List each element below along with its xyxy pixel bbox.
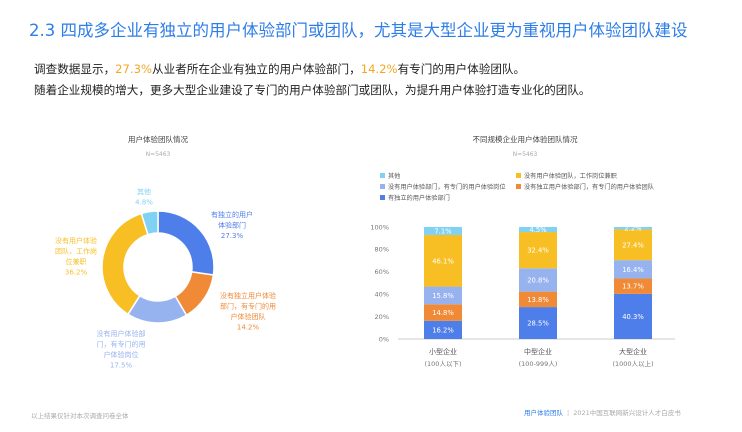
slice-value-label: 36.2% [65, 269, 88, 277]
slice-label: 体验部门 [218, 221, 246, 230]
legend-other: 其他 [388, 172, 400, 180]
bar-segment-independent-dept [519, 307, 557, 339]
y-tick-label: 100% [370, 223, 389, 231]
y-tick-label: 40% [375, 291, 389, 299]
legend-swatch [516, 173, 521, 178]
slice-label: 团队，工作岗 [55, 247, 97, 256]
page-title: 2.3 四成多企业有独立的用户体验部门或团队，尤其是大型企业更为重视用户体验团队… [29, 21, 688, 40]
y-tick-label: 0% [379, 335, 389, 343]
legend-swatch [380, 173, 385, 178]
bar-value-label: 20.8% [527, 276, 549, 284]
slice-label: 门，有专门的用 [97, 340, 146, 349]
bar-value-label: 16.2% [432, 326, 454, 334]
x-tick-label: 大型企业 [619, 347, 647, 356]
chart-subtitle: N=5463 [513, 151, 538, 158]
slice-independent-dept [157, 210, 215, 276]
bar-segment-dedicated-role [614, 260, 652, 279]
chart-subtitle: N=5463 [146, 151, 171, 158]
x-tick-sublabel: (100人以下) [425, 360, 462, 368]
bar-segment-other [614, 227, 652, 230]
legend-dedicated-team: 没有独立用户体验部门，有专门的用户体验团队 [524, 183, 655, 191]
bar-value-label: 28.5% [527, 320, 549, 328]
bar-value-label: 15.8% [432, 292, 454, 300]
slice-label: 部门，有专门的用 [220, 302, 276, 311]
x-tick-sublabel: (1000人以上) [612, 359, 653, 368]
bar-segment-dedicated-team [614, 278, 652, 294]
bar-segment-dedicated-team [424, 304, 462, 321]
y-tick-label: 80% [375, 246, 389, 254]
bar-value-label: 46.1% [432, 257, 454, 265]
legend-swatch [380, 195, 385, 200]
intro-line-1: 调查数据显示，27.3%从业者所在企业有独立的用户体验部门，14.2%有专门的用… [34, 61, 525, 77]
bar-segment-part-time [424, 234, 462, 287]
footer-note: 以上结果仅针对本次调查问卷全体 [31, 412, 129, 420]
slice-label: 户体验岗位 [104, 350, 139, 359]
slice-label: 没有用户体验部 [97, 329, 146, 338]
y-tick-label: 20% [375, 313, 389, 321]
bar-value-label: 27.4% [622, 241, 644, 249]
legend-swatch [380, 184, 385, 189]
highlight-value: 14.2% [360, 62, 398, 76]
legend-independent-dept: 有独立的用户体验部门 [388, 194, 450, 202]
bar-segment-other [424, 227, 462, 235]
slice-value-label: 14.2% [237, 324, 260, 332]
legend-part-time: 没有用户体验团队，工作岗位兼职 [524, 172, 617, 180]
slice-value-label: 27.3% [221, 232, 244, 240]
chart-title: 不同规模企业用户体验团队情况 [473, 134, 578, 144]
footer-report: 2021中国互联网新兴设计人才白皮书 [573, 409, 681, 417]
intro-text: 从业者所在企业有独立的用户体验部门， [152, 62, 361, 76]
slice-label: 户体验团队 [231, 312, 266, 321]
bar-value-label: 4.5% [529, 226, 547, 234]
legend-swatch [516, 184, 521, 189]
intro-text: 有专门的用户体验团队。 [397, 62, 526, 76]
bar-value-label: 16.4% [622, 266, 644, 274]
slice-label: 没有用户体验 [55, 236, 97, 245]
footer-separator: | [567, 409, 570, 417]
legend-dedicated-role: 没有用户体验部门，有专门的用户体验岗位 [388, 183, 506, 191]
slice-label: 有独立的用户 [211, 210, 253, 219]
bar-segment-dedicated-team [519, 291, 557, 308]
bar-segment-part-time [614, 229, 652, 261]
slice-value-label: 4.8% [135, 199, 153, 207]
intro-text: 调查数据显示， [34, 62, 116, 76]
bar-value-label: 2.2% [624, 225, 642, 233]
bar-value-label: 40.3% [622, 313, 644, 321]
bar-segment-part-time [519, 232, 557, 269]
bar-segment-independent-dept [424, 320, 462, 339]
bar-value-label: 13.7% [622, 283, 644, 291]
footer-source: 用户体验团队 | 2021中国互联网新兴设计人才白皮书 [524, 407, 681, 417]
highlight-value: 27.3% [115, 62, 153, 76]
bar-value-label: 13.8% [527, 296, 549, 304]
bar-segment-independent-dept [614, 293, 652, 339]
slice-other [140, 210, 159, 236]
bar-segment-other [519, 227, 557, 233]
bar-value-label: 32.4% [527, 247, 549, 255]
bar-value-label: 7.1% [434, 227, 452, 235]
slice-label: 其他 [137, 187, 151, 196]
bar-segment-dedicated-role [424, 286, 462, 305]
y-tick-label: 60% [375, 268, 389, 276]
bar-value-label: 14.8% [432, 309, 454, 317]
slice-part-time [101, 212, 149, 316]
x-tick-label: 中型企业 [524, 347, 552, 356]
chart-title: 用户体验团队情况 [128, 134, 188, 144]
x-tick-label: 小型企业 [429, 347, 457, 356]
slice-value-label: 17.5% [110, 362, 133, 370]
slice-label: 没有独立用户体验 [220, 291, 276, 300]
x-tick-sublabel: (100-999人) [519, 360, 558, 368]
bar-segment-dedicated-role [519, 268, 557, 292]
intro-line-2: 随着企业规模的增大，更多大型企业建设了专门的用户体验部门或团队，为提升用户体验打… [34, 83, 591, 97]
footer-dept: 用户体验团队 [524, 409, 563, 417]
slice-label: 位兼职 [66, 257, 87, 266]
